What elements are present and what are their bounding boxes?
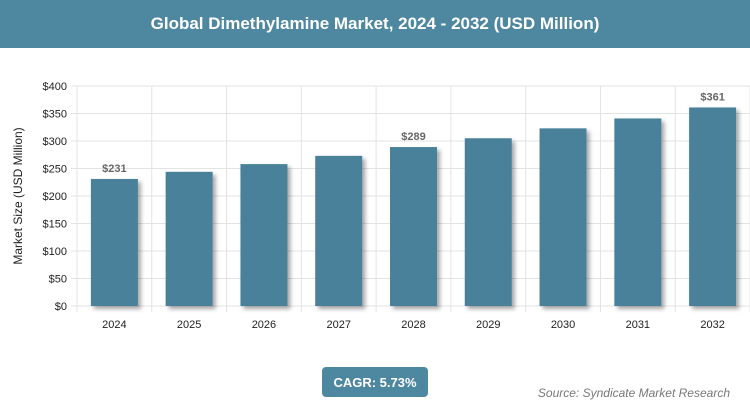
x-tick-label: 2027: [326, 319, 350, 331]
data-label: $289: [401, 131, 425, 143]
y-tick-label: $50: [49, 274, 67, 286]
y-tick-label: $100: [43, 246, 67, 258]
y-tick-label: $200: [43, 191, 67, 203]
bar-2029: [464, 138, 512, 306]
x-tick-label: 2028: [401, 319, 425, 331]
bar-2026: [240, 164, 288, 306]
y-tick-label: $0: [55, 301, 67, 313]
y-tick-label: $300: [43, 136, 67, 148]
x-tick-label: 2032: [700, 319, 724, 331]
source-note: Source: Syndicate Market Research: [537, 386, 730, 400]
bar-2025: [165, 171, 213, 306]
y-tick-label: $400: [43, 81, 67, 93]
bar-2027: [315, 155, 363, 306]
bar-2030: [539, 128, 587, 306]
x-tick-label: 2026: [252, 319, 276, 331]
cagr-badge: CAGR: 5.73%: [322, 367, 428, 397]
x-tick-label: 2029: [476, 319, 500, 331]
y-axis-label: Market Size (USD Million): [11, 127, 25, 264]
bar-2031: [614, 118, 662, 306]
y-tick-label: $350: [43, 109, 67, 121]
x-tick-label: 2025: [177, 319, 201, 331]
bar-2024: [90, 178, 138, 306]
x-tick-label: 2030: [551, 319, 575, 331]
x-tick-label: 2024: [102, 319, 126, 331]
y-tick-label: $250: [43, 164, 67, 176]
data-label: $361: [700, 91, 724, 103]
bar-2032: [689, 107, 737, 306]
x-tick-label: 2031: [626, 319, 650, 331]
chart-title: Global Dimethylamine Market, 2024 - 2032…: [0, 0, 750, 48]
data-label: $231: [102, 163, 126, 175]
bar-2028: [390, 147, 437, 306]
y-tick-label: $150: [43, 219, 67, 231]
